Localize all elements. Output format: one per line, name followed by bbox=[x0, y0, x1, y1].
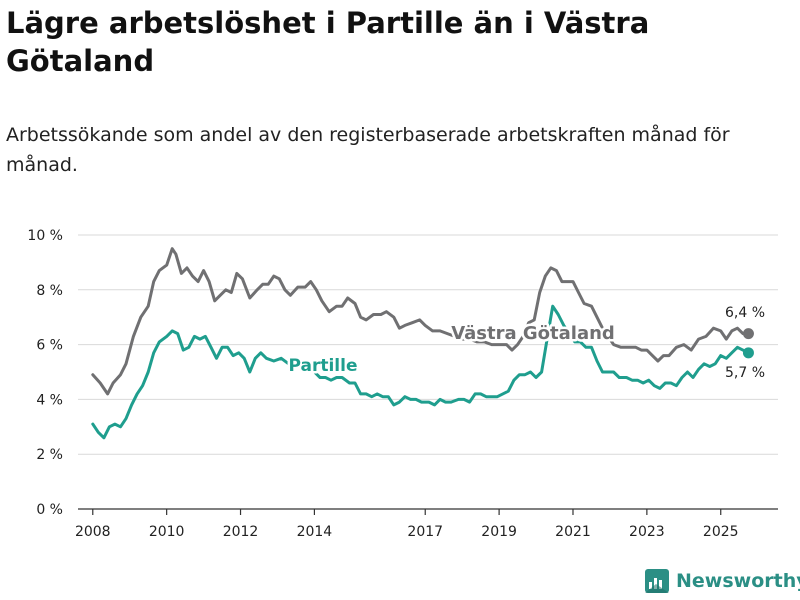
x-tick-label: 2025 bbox=[703, 524, 739, 540]
end-value-label-partille: 5,7 % bbox=[725, 365, 765, 381]
x-tick-label: 2008 bbox=[75, 524, 111, 540]
y-tick-label: 6 % bbox=[36, 338, 63, 354]
series-end-point-partille bbox=[742, 347, 754, 359]
x-tick-label: 2021 bbox=[555, 524, 591, 540]
y-tick-label: 2 % bbox=[36, 447, 63, 463]
x-tick-label: 2019 bbox=[481, 524, 517, 540]
x-tick-label: 2017 bbox=[407, 524, 443, 540]
y-tick-label: 8 % bbox=[36, 283, 63, 299]
series-labels: Västra Götaland Partille 6,4 % 5,7 % bbox=[286, 303, 767, 383]
chart-title: Lägre arbetslöshet i Partille än i Västr… bbox=[6, 6, 650, 78]
x-tick-label: 2010 bbox=[149, 524, 185, 540]
y-tick-label: 4 % bbox=[36, 392, 63, 408]
x-tick-label: 2014 bbox=[297, 524, 333, 540]
y-tick-label: 10 % bbox=[27, 228, 63, 244]
series-line-v-stra-g-taland bbox=[91, 247, 750, 396]
series-label-vastra-gotaland: Västra Götaland bbox=[451, 323, 615, 344]
y-tick-label: 0 % bbox=[36, 502, 63, 518]
series-label-partille: Partille bbox=[289, 356, 358, 376]
grid-lines bbox=[78, 234, 778, 455]
x-tick-label: 2023 bbox=[629, 524, 665, 540]
newsworthy-logo: Newsworthy bbox=[644, 568, 800, 594]
x-tick-label: 2012 bbox=[223, 524, 259, 540]
newsworthy-icon bbox=[645, 569, 669, 593]
brand-name: Newsworthy bbox=[676, 570, 800, 592]
series-line-partille bbox=[91, 304, 750, 440]
series-group bbox=[91, 247, 754, 440]
series-end-point-v-stra-g-taland bbox=[742, 328, 754, 340]
end-value-label-vastra-gotaland: 6,4 % bbox=[725, 305, 765, 321]
chart-subtitle: Arbetssökande som andel av den registerb… bbox=[6, 124, 730, 176]
axes: 0 % 2 % 4 % 6 % 8 % 10 % 2008 2010 2012 2014 2017 2… bbox=[27, 228, 778, 540]
